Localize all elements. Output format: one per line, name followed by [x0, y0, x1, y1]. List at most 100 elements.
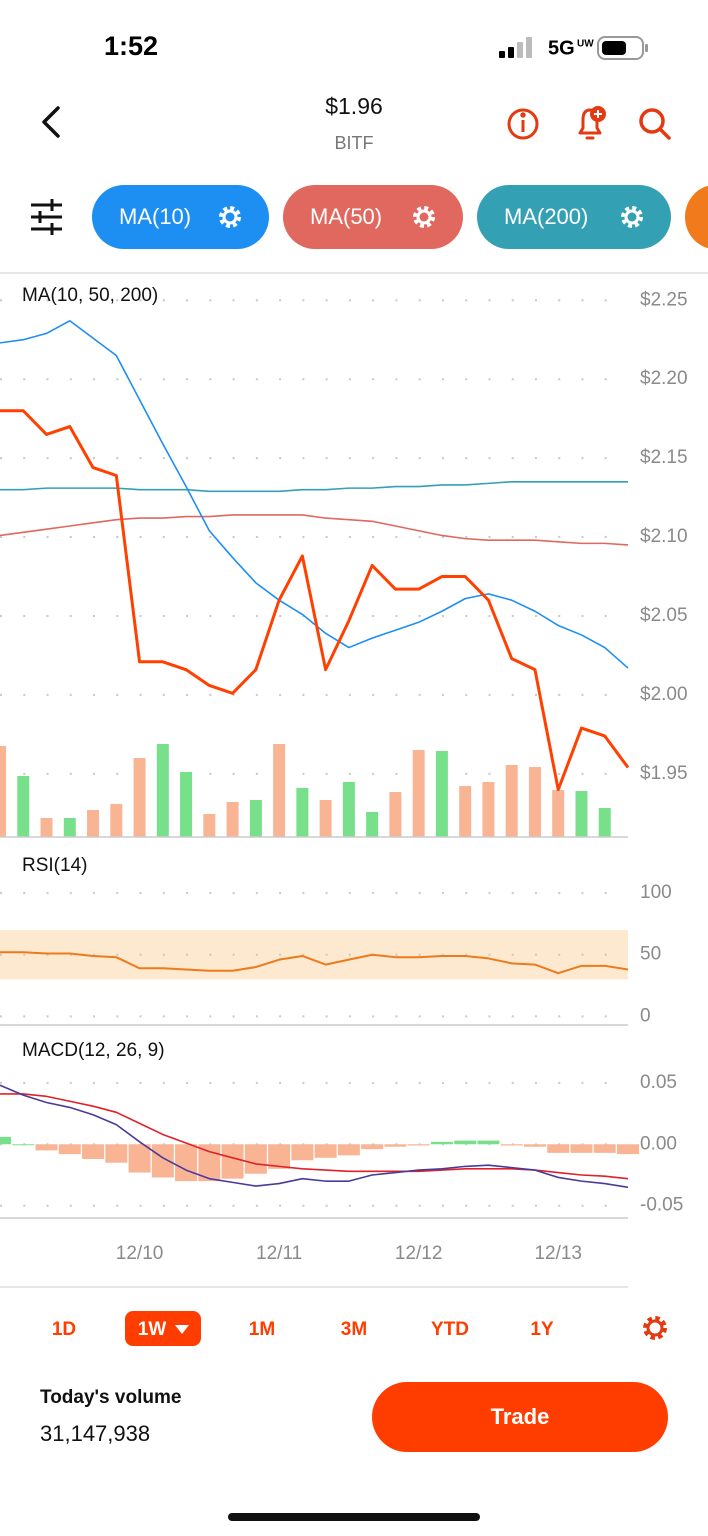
macd-histogram-bar — [477, 1140, 500, 1145]
macd-histogram-bar — [244, 1144, 267, 1174]
header-symbol: BITF — [335, 133, 374, 153]
chip-gear — [416, 209, 432, 225]
chip-gear — [222, 209, 238, 225]
macd-histogram-bar — [384, 1144, 407, 1147]
x-tick-label: 12/13 — [534, 1243, 582, 1264]
volume-bar — [435, 751, 448, 837]
volume-bar — [552, 790, 565, 837]
series-line — [0, 1084, 629, 1189]
x-tick-label: 12/11 — [256, 1243, 302, 1264]
timeframe-option[interactable]: YTD — [431, 1319, 469, 1340]
macd-histogram-bar — [407, 1144, 430, 1146]
signal-icon — [499, 37, 532, 58]
macd-histogram-bar — [128, 1144, 151, 1173]
y-tick-label: $2.05 — [640, 605, 688, 626]
volume-bar — [110, 804, 123, 837]
network-label: 5G — [548, 37, 575, 59]
volume-bar — [249, 800, 262, 837]
x-tick-label: 12/12 — [395, 1243, 443, 1264]
info-button[interactable] — [507, 108, 539, 140]
panel-title: RSI(14) — [22, 855, 87, 876]
y-tick-label: $2.25 — [640, 289, 688, 310]
timeframe-option[interactable]: 3M — [341, 1319, 367, 1340]
filter-button[interactable] — [31, 199, 62, 235]
timeframe-option[interactable]: 1W — [138, 1319, 167, 1340]
y-tick-label: 0 — [640, 1005, 651, 1026]
macd-histogram-bar — [593, 1144, 616, 1153]
status-time: 1:52 — [104, 31, 158, 61]
volume-bar — [40, 818, 53, 837]
macd-histogram-bar — [430, 1141, 453, 1145]
y-tick-label: 0.00 — [640, 1133, 677, 1154]
volume-bar — [203, 814, 216, 837]
macd-histogram-bar — [291, 1144, 314, 1161]
indicator-chip-label: MA(50) — [310, 204, 382, 229]
volume-bar — [575, 791, 588, 837]
macd-histogram-bar — [82, 1144, 105, 1160]
chip-gear — [413, 206, 435, 228]
series-line — [0, 951, 629, 975]
y-tick-label: 0.05 — [640, 1072, 677, 1093]
indicator-chips: MA(10) MA(50) MA(200) — [92, 185, 671, 249]
y-tick-label: $1.95 — [640, 763, 688, 784]
series-line — [0, 409, 630, 792]
alert-button[interactable] — [578, 106, 606, 140]
header-price: $1.96 — [325, 93, 383, 119]
back-button[interactable] — [42, 106, 60, 138]
y-tick-label: $2.00 — [640, 684, 688, 705]
volume-bar — [389, 792, 402, 837]
volume-bar — [0, 746, 6, 837]
rsi-band — [0, 930, 628, 980]
y-tick-label: $2.20 — [640, 368, 688, 389]
y-tick-label: 100 — [640, 882, 672, 903]
timeframe-option[interactable]: 1Y — [530, 1319, 554, 1340]
macd-histogram-bar — [570, 1144, 593, 1153]
indicator-chip[interactable] — [283, 185, 463, 249]
network-sub: UW — [577, 39, 594, 50]
settings-button[interactable] — [643, 1316, 667, 1340]
macd-histogram-bar — [58, 1144, 81, 1155]
volume-bar — [133, 758, 146, 837]
volume-label: Today's volume — [40, 1387, 181, 1408]
volume-bar — [505, 765, 518, 837]
charts: $2.25 $2.20 $2.15 $2.10 $2.05 $2.00 $1.95 MA(10… — [0, 285, 688, 1264]
timeframe-selected-bg[interactable] — [125, 1311, 201, 1346]
chip-gear — [624, 209, 640, 225]
volume-bar — [296, 788, 309, 837]
series-line — [0, 514, 629, 546]
search-button[interactable] — [639, 108, 671, 140]
chip-gear — [621, 206, 643, 228]
volume-bar — [273, 744, 286, 837]
volume-bar — [412, 750, 425, 837]
series-line — [0, 319, 629, 669]
series-line — [0, 1093, 629, 1180]
indicator-chip-partial[interactable] — [685, 185, 708, 249]
panel-title: MA(10, 50, 200) — [22, 285, 158, 306]
indicator-chip-label: MA(10) — [119, 204, 191, 229]
macd-histogram-bar — [221, 1144, 244, 1179]
timeframe-option[interactable]: 1D — [52, 1319, 76, 1340]
volume-bar — [319, 800, 332, 837]
macd-histogram-bar — [268, 1144, 291, 1169]
macd-histogram-bar — [105, 1144, 128, 1163]
trade-button[interactable] — [372, 1382, 668, 1452]
chip-gear — [219, 206, 241, 228]
volume-bar — [180, 772, 193, 837]
volume-bar — [17, 776, 30, 837]
y-tick-label: $2.10 — [640, 526, 688, 547]
macd-histogram-bar — [547, 1144, 570, 1153]
indicator-chip[interactable] — [477, 185, 671, 249]
macd-histogram-bar — [361, 1144, 384, 1150]
macd-histogram-bar — [151, 1144, 174, 1178]
macd-histogram-bar — [617, 1144, 639, 1155]
volume-bar — [156, 744, 169, 837]
timeframe-option[interactable]: 1M — [249, 1319, 275, 1340]
volume-bar — [598, 808, 611, 837]
macd-histogram-bar — [337, 1144, 360, 1156]
indicator-chip[interactable] — [92, 185, 269, 249]
macd-histogram-bar — [454, 1140, 477, 1145]
macd-histogram-bar — [175, 1144, 198, 1182]
timeframe-selector: 1D 1W 1M 3M YTD 1Y — [52, 1311, 554, 1346]
volume-bar — [459, 786, 472, 837]
